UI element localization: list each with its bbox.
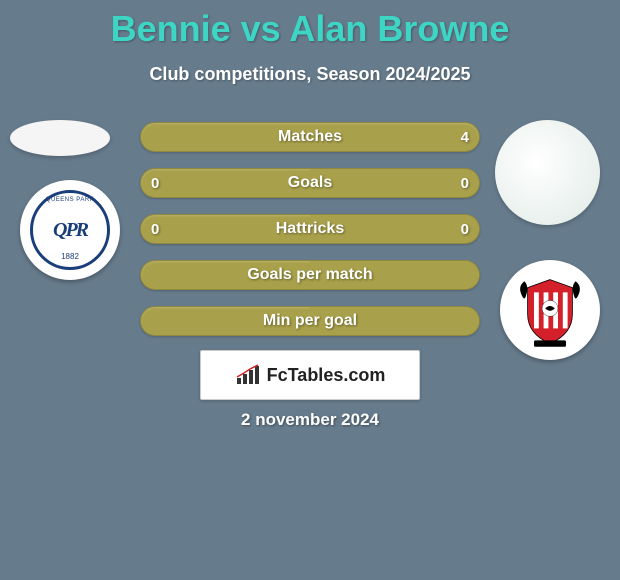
stat-bar: Goals per match (140, 260, 480, 290)
stat-fill-right (310, 169, 479, 197)
club-badge-right (500, 260, 600, 360)
stat-row: Goals per match (140, 260, 480, 290)
stat-value-right: 0 (461, 221, 469, 238)
stat-row: Hattricks 0 0 (140, 214, 480, 244)
player-avatar-right (495, 120, 600, 225)
stat-label: Min per goal (263, 312, 357, 330)
qpr-top-text: QUEENS PARK (46, 197, 94, 203)
sunderland-badge (510, 270, 590, 350)
stat-bar: Goals 0 0 (140, 168, 480, 198)
stat-row: Goals 0 0 (140, 168, 480, 198)
stat-value-left: 0 (151, 221, 159, 238)
stat-label: Goals per match (247, 266, 372, 284)
stat-value-right: 4 (461, 129, 469, 146)
player-avatar-left (10, 120, 110, 156)
brand-text: FcTables.com (267, 365, 386, 386)
club-badge-left: QUEENS PARK QPR 1882 (20, 180, 120, 280)
stat-row: Min per goal (140, 306, 480, 336)
brand-chart-icon (235, 364, 261, 386)
stat-row: Matches 4 (140, 122, 480, 152)
stat-label: Hattricks (276, 220, 344, 238)
page-title: Bennie vs Alan Browne (0, 0, 620, 50)
qpr-badge: QUEENS PARK QPR 1882 (30, 190, 110, 270)
stat-bar: Min per goal (140, 306, 480, 336)
footer-date: 2 november 2024 (0, 410, 620, 430)
stat-bar: Matches 4 (140, 122, 480, 152)
brand-box: FcTables.com (200, 350, 420, 400)
stat-value-left: 0 (151, 175, 159, 192)
qpr-monogram: QPR (53, 219, 87, 242)
stat-bar: Hattricks 0 0 (140, 214, 480, 244)
qpr-year: 1882 (61, 252, 79, 261)
stat-label: Goals (288, 174, 332, 192)
stat-value-right: 0 (461, 175, 469, 192)
page-subtitle: Club competitions, Season 2024/2025 (0, 64, 620, 85)
stat-label: Matches (278, 128, 342, 146)
